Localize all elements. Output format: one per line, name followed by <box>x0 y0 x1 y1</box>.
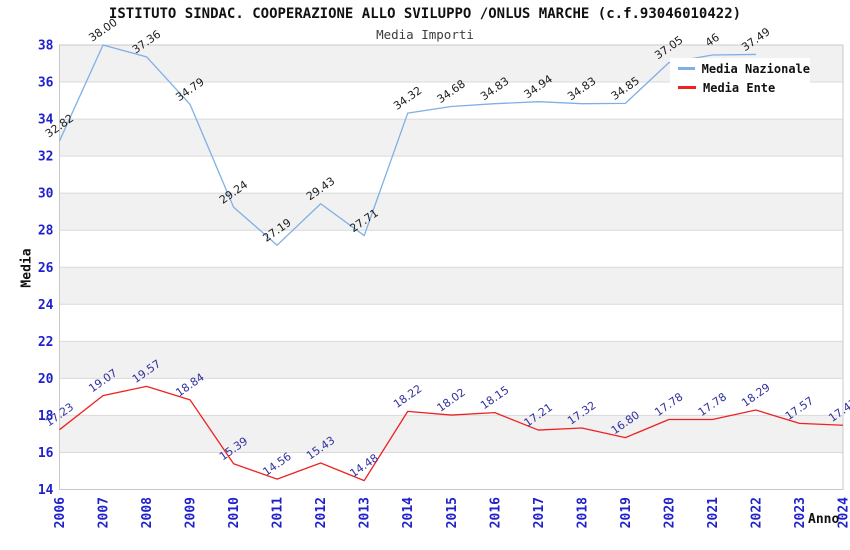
x-tick-label: 2023 <box>793 497 808 528</box>
legend-item-media-nazionale: Media Nazionale <box>678 62 810 76</box>
plot-band <box>59 378 843 416</box>
y-tick-label: 14 <box>38 483 54 498</box>
x-tick-label: 2022 <box>749 497 764 528</box>
plot-border <box>59 44 844 490</box>
plot-band <box>59 267 843 305</box>
x-tick-label: 2016 <box>488 497 503 528</box>
y-tick-label: 34 <box>38 113 54 128</box>
x-tick-label: 2018 <box>575 497 590 528</box>
x-tick-label: 2019 <box>619 497 634 528</box>
x-tick-label: 2009 <box>184 497 199 528</box>
legend-label-nazionale: Media Nazionale <box>701 61 810 76</box>
y-tick-label: 30 <box>38 187 54 202</box>
legend-swatch-nazionale-icon <box>678 67 695 70</box>
plot-band <box>59 415 843 453</box>
x-tick-label: 2014 <box>401 497 416 528</box>
plot-band <box>59 119 843 157</box>
point-label: 38.00 <box>86 16 119 45</box>
x-tick-label: 2008 <box>140 497 155 528</box>
y-tick-label: 24 <box>38 298 54 313</box>
plot-band <box>59 156 843 194</box>
plot-band <box>59 452 843 490</box>
x-tick-label: 2010 <box>227 497 242 528</box>
x-tick-label: 2017 <box>532 497 547 528</box>
y-tick-label: 18 <box>38 409 54 424</box>
x-tick-label: 2013 <box>358 497 373 528</box>
legend-label-ente: Media Ente <box>703 80 776 95</box>
series-line-ente <box>59 385 844 482</box>
x-tick-label: 2020 <box>662 497 677 528</box>
chart-title: ISTITUTO SINDAC. COOPERAZIONE ALLO SVILU… <box>108 6 742 22</box>
plot-band <box>59 304 843 342</box>
y-tick-label: 36 <box>38 76 54 91</box>
chart-subtitle: Media Importi <box>376 27 474 42</box>
legend-swatch-ente-icon <box>678 86 696 89</box>
legend-item-media-ente: Media Ente <box>678 81 810 95</box>
plot-band <box>59 193 843 231</box>
x-tick-label: 2006 <box>53 497 68 528</box>
y-tick-label: 16 <box>38 446 54 461</box>
x-tick-label: 2021 <box>706 497 721 528</box>
y-tick-label: 28 <box>38 224 54 239</box>
x-tick-label: 2007 <box>97 497 112 528</box>
y-tick-label: 26 <box>38 261 54 276</box>
x-tick-label: 2011 <box>271 497 286 528</box>
y-tick-label: 20 <box>38 372 54 387</box>
series-line-nazionale <box>58 44 756 246</box>
y-axis-title: Media <box>19 248 35 288</box>
x-axis-title: Anno <box>808 512 840 527</box>
x-tick-label: 2015 <box>445 497 460 528</box>
x-tick-label: 2012 <box>314 497 329 528</box>
plot-band <box>59 341 843 379</box>
y-tick-label: 22 <box>38 335 54 350</box>
legend: Media Nazionale Media Ente <box>670 58 810 98</box>
y-tick-label: 38 <box>38 39 54 54</box>
x-tick-label: 2024 <box>837 497 850 528</box>
y-tick-label: 32 <box>38 150 54 165</box>
plot-band <box>59 230 843 268</box>
